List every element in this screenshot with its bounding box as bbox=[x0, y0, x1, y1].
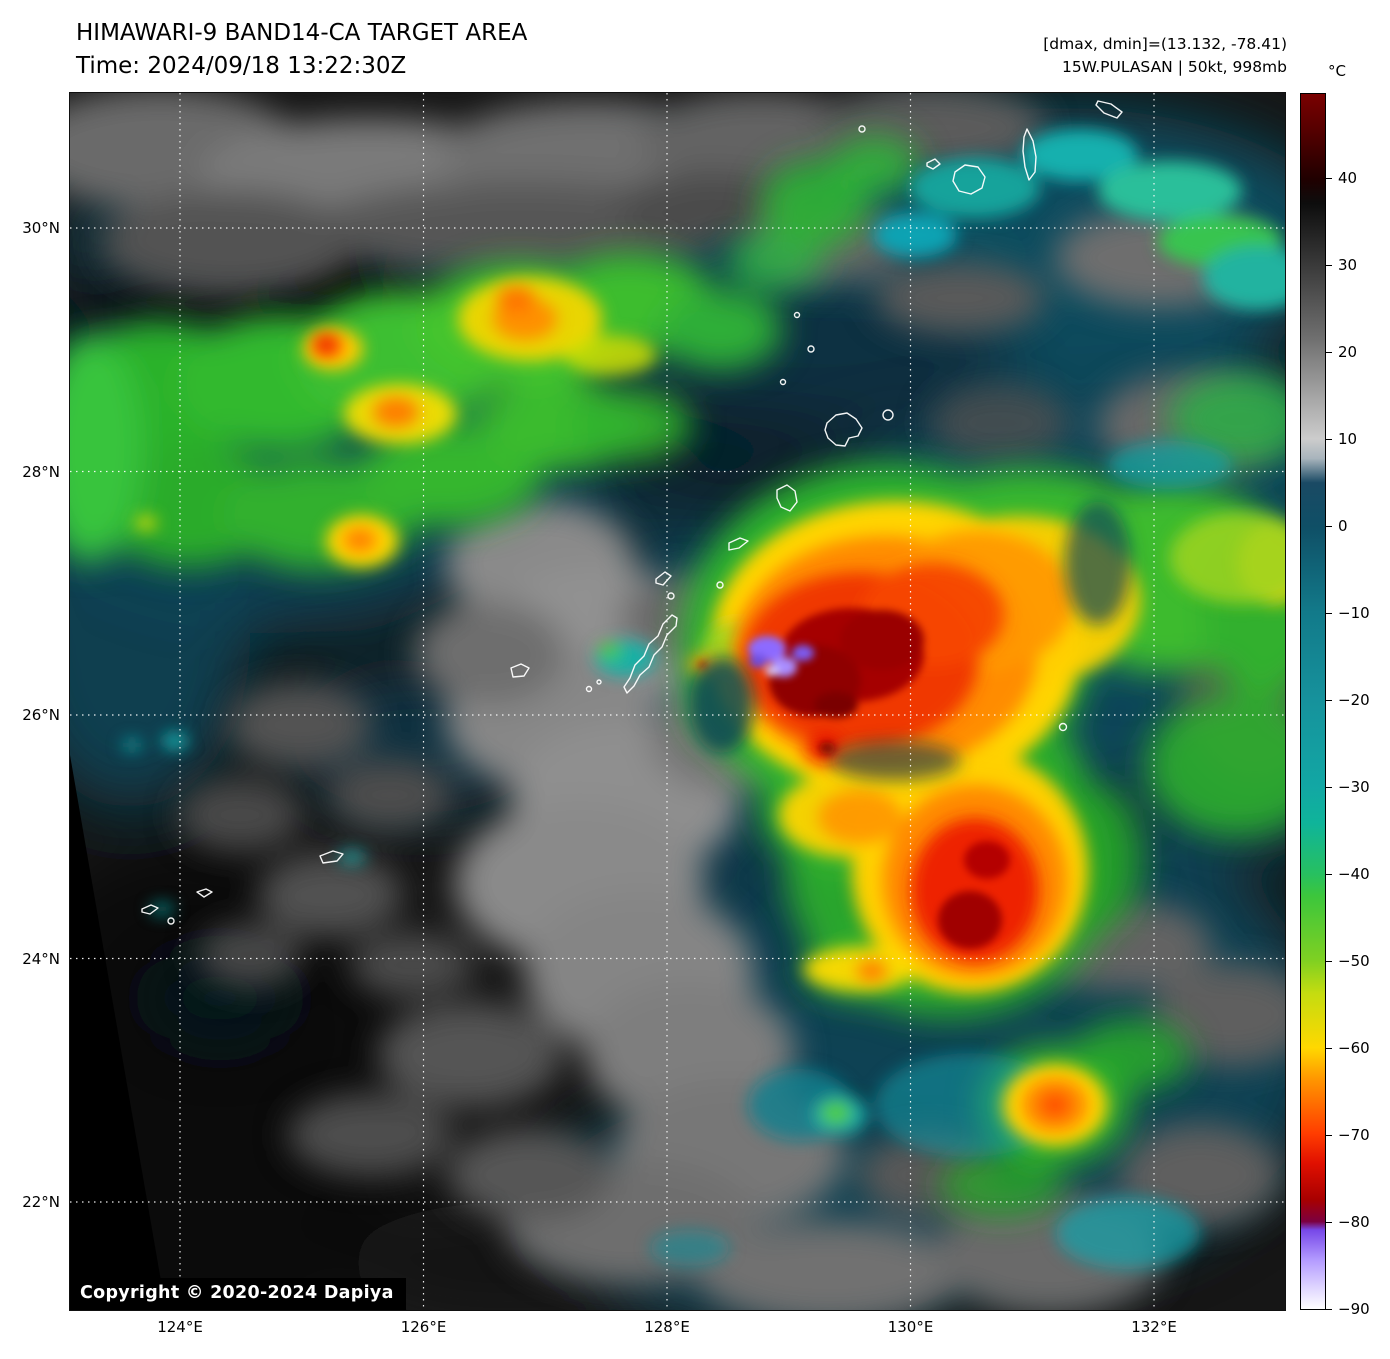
page-title: HIMAWARI-9 BAND14-CA TARGET AREA bbox=[76, 20, 528, 46]
lat-tick-label: 28°N bbox=[22, 462, 60, 481]
colorbar-tickmark bbox=[1326, 1135, 1332, 1136]
scan-edge-black-wedge bbox=[70, 755, 166, 1310]
colorbar-tick-label: 10 bbox=[1338, 430, 1358, 448]
header-right: [dmax, dmin]=(13.132, -78.41) 15W.PULASA… bbox=[1043, 33, 1287, 80]
lat-tick-label: 22°N bbox=[22, 1193, 60, 1211]
colorbar-tickmark bbox=[1326, 613, 1332, 614]
colorbar-tickmark bbox=[1326, 1309, 1332, 1310]
coastlines bbox=[141, 100, 1123, 925]
colorbar-tick-label: −70 bbox=[1338, 1126, 1370, 1144]
dmax-dmin-readout: [dmax, dmin]=(13.132, -78.41) bbox=[1043, 35, 1287, 53]
satellite-image bbox=[70, 93, 1285, 1310]
colorbar-tick-label: 0 bbox=[1338, 517, 1348, 535]
timestamp: Time: 2024/09/18 13:22:30Z bbox=[76, 53, 407, 79]
colorbar-tick-label: −20 bbox=[1338, 691, 1370, 709]
colorbar-tickmark bbox=[1326, 352, 1332, 353]
latitude-axis: 30°N 28°N 26°N 24°N 22°N bbox=[0, 0, 66, 1359]
colorbar-tick-label: −50 bbox=[1338, 952, 1370, 970]
colorbar-tickmark bbox=[1326, 700, 1332, 701]
lon-tick-label: 128°E bbox=[644, 1318, 690, 1336]
lon-tick-label: 126°E bbox=[400, 1318, 447, 1336]
colorbar-tick-label: −40 bbox=[1338, 865, 1370, 883]
colorbar-tick-label: 20 bbox=[1338, 343, 1358, 361]
colorbar-tick-label: 40 bbox=[1338, 169, 1358, 187]
lat-tick-label: 24°N bbox=[22, 949, 60, 968]
cloud-layer-teal-gaps bbox=[690, 501, 1131, 781]
lat-tick-label: 30°N bbox=[22, 219, 60, 237]
colorbar-tick-label: 30 bbox=[1338, 256, 1358, 274]
colorbar-tickmark bbox=[1326, 265, 1332, 266]
colorbar-tick-label: −90 bbox=[1338, 1300, 1370, 1318]
colorbar-tickmark bbox=[1326, 178, 1332, 179]
lat-tick-label: 26°N bbox=[22, 706, 60, 724]
lon-tick-label: 132°E bbox=[1131, 1318, 1177, 1336]
colorbar-tick-label: −80 bbox=[1338, 1213, 1370, 1231]
colorbar-tickmark bbox=[1326, 439, 1332, 440]
colorbar-tick-label: −30 bbox=[1338, 778, 1370, 796]
copyright-banner: Copyright © 2020-2024 Dapiya bbox=[70, 1278, 406, 1310]
colorbar-tickmark bbox=[1326, 1048, 1332, 1049]
colorbar-tick-label: −60 bbox=[1338, 1039, 1370, 1057]
colorbar-tick-label: −10 bbox=[1338, 604, 1370, 622]
colorbar-tickmark bbox=[1326, 1222, 1332, 1223]
lon-tick-label: 130°E bbox=[887, 1318, 934, 1336]
colorbar-tickmark bbox=[1326, 526, 1332, 527]
graticule bbox=[70, 93, 1285, 1310]
colorbar-tickmark bbox=[1326, 961, 1332, 962]
storm-info: 15W.PULASAN | 50kt, 998mb bbox=[1061, 58, 1287, 77]
colorbar-unit-label: °C bbox=[1328, 62, 1346, 80]
cloud-layer-violet bbox=[748, 636, 814, 677]
colorbar-tickmark bbox=[1326, 874, 1332, 875]
colorbar bbox=[1300, 93, 1326, 1310]
colorbar-tickmark bbox=[1326, 787, 1332, 788]
lon-tick-label: 124°E bbox=[157, 1318, 203, 1336]
satellite-map: Copyright © 2020-2024 Dapiya bbox=[69, 92, 1286, 1311]
